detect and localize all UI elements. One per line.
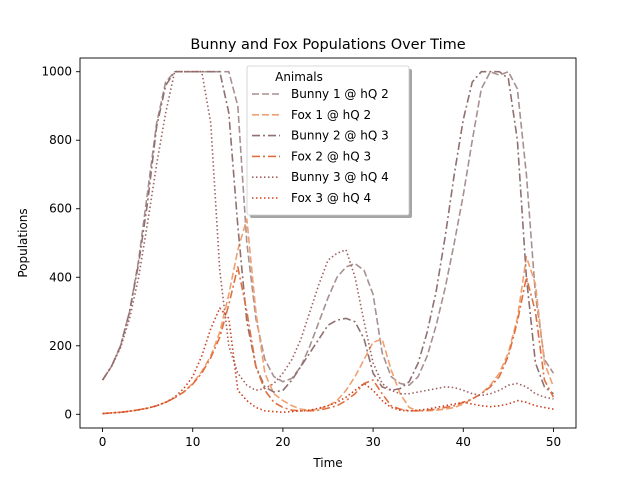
- x-tick-label: 10: [185, 435, 200, 449]
- x-tick-label: 0: [99, 435, 107, 449]
- legend-entry-label: Bunny 3 @ hQ 4: [291, 170, 389, 184]
- x-tick-label: 20: [275, 435, 290, 449]
- legend-entry-label: Bunny 1 @ hQ 2: [291, 87, 389, 101]
- y-tick-label: 800: [49, 133, 72, 147]
- y-tick-label: 0: [64, 407, 72, 421]
- series-line-4: [102, 266, 555, 415]
- series-line-3: [101, 70, 554, 395]
- y-axis: 0 200 400 600 800 1000: [41, 65, 80, 421]
- chart-title: Bunny and Fox Populations Over Time: [190, 37, 465, 53]
- x-tick-label: 40: [456, 435, 471, 449]
- legend-entry-label: Fox 1 @ hQ 2: [291, 108, 371, 122]
- x-axis-label: Time: [312, 456, 342, 470]
- legend: Animals Bunny 1 @ hQ 2 Fox 1 @ hQ 2 Bunny 2…: [246, 65, 412, 218]
- legend-entry-label: Fox 3 @ hQ 4: [291, 191, 371, 205]
- legend-box: [246, 65, 410, 216]
- x-tick-label: 30: [365, 435, 380, 449]
- y-tick-label: 1000: [41, 65, 72, 79]
- legend-entry-label: Bunny 2 @ hQ 3: [291, 129, 389, 143]
- plot-frame: [79, 57, 577, 429]
- legend-entry-label: Fox 2 @ hQ 3: [291, 149, 371, 163]
- y-tick-label: 400: [49, 270, 72, 284]
- x-axis: 0 10 20 30 40 50: [99, 428, 561, 449]
- y-tick-label: 200: [49, 339, 72, 353]
- series-layer: [101, 70, 555, 415]
- y-tick-label: 600: [49, 202, 72, 216]
- x-tick-label: 50: [546, 435, 561, 449]
- legend-title: Animals: [275, 70, 323, 84]
- series-line-6: [102, 307, 554, 415]
- y-axis-label: Populations: [16, 208, 30, 277]
